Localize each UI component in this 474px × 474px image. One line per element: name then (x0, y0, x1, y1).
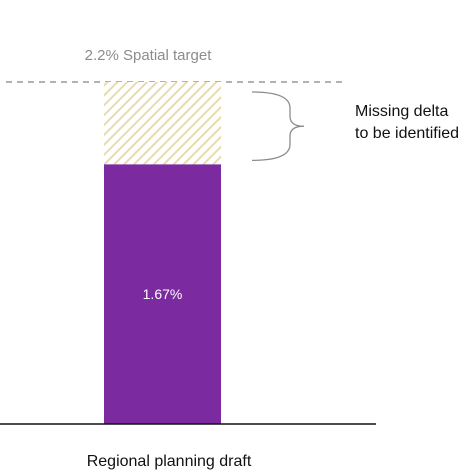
missing-delta-segment (104, 82, 221, 165)
gap-brace (251, 91, 305, 162)
bar-regional-planning-draft (104, 164, 221, 424)
category-label: Regional planning draft (87, 453, 252, 470)
gap-annotation-line-2: to be identified (355, 125, 459, 142)
gap-annotation-line-1: Missing delta (355, 103, 448, 120)
target-label: 2.2% Spatial target (85, 47, 213, 64)
bar-value-label: 1.67% (143, 286, 183, 302)
